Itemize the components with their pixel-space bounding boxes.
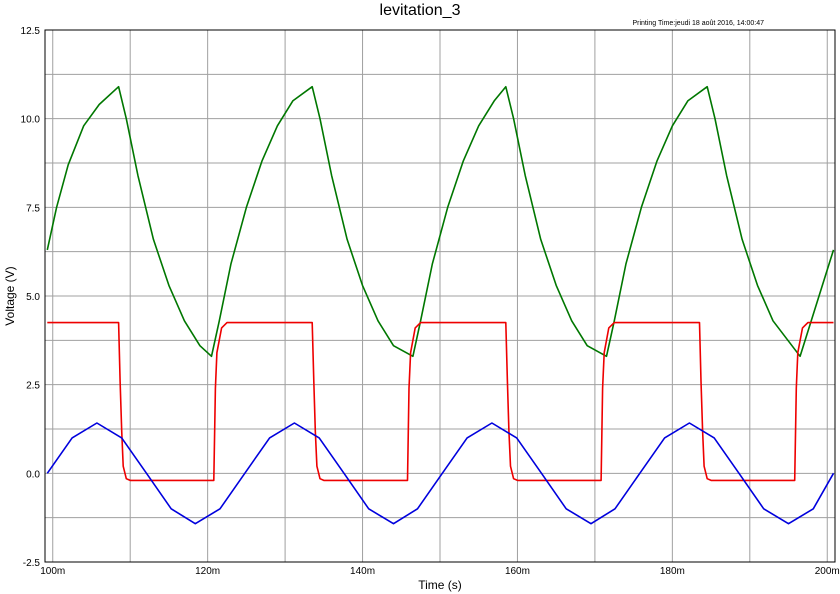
x-tick-label: 200m (815, 566, 840, 577)
y-axis-label: Voltage (V) (3, 266, 17, 325)
x-tick-label: 180m (660, 566, 685, 577)
x-tick-label: 100m (40, 566, 65, 577)
x-tick-label: 140m (350, 566, 375, 577)
y-tick-label: 10.0 (21, 115, 41, 126)
y-tick-label: 12.5 (21, 26, 41, 37)
tick-labels: 100m 120m 140m 160m 180m 200m -2.5 0.0 2.5 5.0 7.5… (21, 26, 840, 577)
x-tick-label: 120m (195, 566, 220, 577)
series-line-1 (46, 85, 835, 358)
y-tick-label: 5.0 (26, 292, 40, 303)
chart-title: levitation_3 (379, 2, 461, 19)
x-tick-label: 160m (505, 566, 530, 577)
x-axis-label: Time (s) (418, 578, 462, 592)
series-line-3 (46, 422, 835, 525)
y-tick-label: -2.5 (23, 558, 41, 569)
grid-lines (45, 29, 835, 563)
y-tick-label: 7.5 (26, 203, 40, 214)
y-tick-label: 2.5 (26, 381, 40, 392)
series-layer (46, 85, 835, 525)
y-tick-label: 0.0 (26, 469, 40, 480)
series-line-2 (47, 321, 834, 482)
plot-frame (44, 29, 836, 563)
print-time-stamp: Printing Time:jeudi 18 août 2016, 14:00:… (632, 20, 764, 27)
